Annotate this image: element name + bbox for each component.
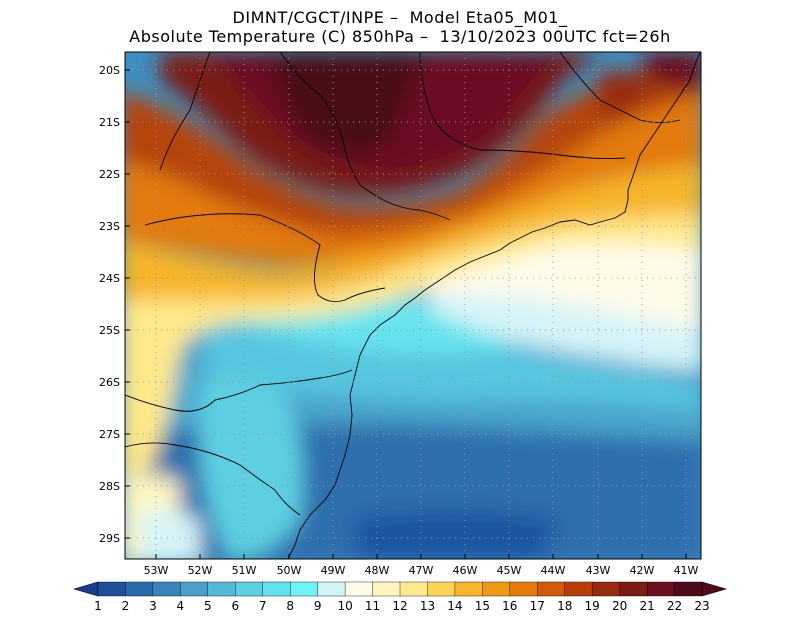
colorbar-swatch [509,581,538,597]
colorbar-swatch [482,581,511,597]
colorbar-label: 10 [337,599,352,613]
map-grid [125,52,701,559]
lat-label-20s: 20S [99,64,120,77]
colorbar-label: 1 [94,599,102,613]
lon-label-51w: 51W [232,564,257,577]
lon-label-41w: 41W [674,564,699,577]
colorbar-label: 20 [612,599,627,613]
map-frame [124,51,702,560]
colorbar-max-arrow [701,581,728,597]
lon-label-42w: 42W [630,564,655,577]
lon-label-48w: 48W [365,564,390,577]
colorbar-swatch [344,581,374,597]
lat-label-21s: 21S [99,116,120,129]
colorbar-swatch [180,581,209,597]
latitude-labels: 20S 21S 22S 23S 24S 25S 26S 27S 28S 29S [99,64,120,545]
lon-label-43w: 43W [586,564,611,577]
colorbar-swatch [97,581,126,597]
colorbar-swatch [454,581,483,597]
colorbar-label: 2 [122,599,130,613]
lon-label-50w: 50W [277,564,302,577]
colorbar-swatch [289,581,319,597]
lon-label-47w: 47W [409,564,434,577]
colorbar-label: 17 [530,599,545,613]
lon-label-44w: 44W [541,564,566,577]
colorbar-label: 11 [365,599,380,613]
lon-label-45w: 45W [497,564,522,577]
chart-title-line1: DIMNT/CGCT/INPE – Model Eta05_M01_ [232,8,568,27]
colorbar-swatch [262,581,291,597]
coastline-borders [125,52,701,559]
colorbar-swatch [591,581,621,597]
colorbar-label: 21 [639,599,654,613]
colorbar-label: 3 [149,599,157,613]
colorbar-swatch [427,581,456,597]
lon-label-53w: 53W [144,564,169,577]
colorbar-swatch [619,581,648,597]
lat-label-23s: 23S [99,220,120,233]
lat-label-29s: 29S [99,532,120,545]
colorbar-swatch [372,581,401,597]
colorbar-swatch [399,581,428,597]
chart-title-line2: Absolute Temperature (C) 850hPa – 13/10/… [129,27,671,46]
colorbar-label: 23 [694,599,709,613]
colorbar-swatch [317,581,346,597]
colorbar-swatch [674,581,703,597]
colorbar-swatch [235,581,264,597]
colorbar-label: 8 [286,599,294,613]
colorbar-swatch [646,581,676,597]
colorbar-swatch [537,581,566,597]
colorbar-label: 19 [585,599,600,613]
colorbar-label: 14 [447,599,462,613]
colorbar-swatch [564,581,593,597]
colorbar-label: 4 [177,599,185,613]
colorbar: 1 2 3 4 5 6 7 8 9 10 11 12 13 14 15 16 17 18 19 20 21 22 23 [72,581,728,613]
colorbar-label: 16 [502,599,517,613]
temperature-field [125,52,701,559]
colorbar-label: 6 [231,599,239,613]
colorbar-label: 5 [204,599,212,613]
colorbar-label: 13 [420,599,435,613]
colorbar-min-arrow [72,581,99,597]
lat-label-24s: 24S [99,272,120,285]
axis-ticks [125,69,687,559]
colorbar-label: 22 [667,599,682,613]
colorbar-swatch [152,581,181,597]
lat-label-25s: 25S [99,324,120,337]
lat-label-26s: 26S [99,376,120,389]
colorbar-label: 18 [557,599,572,613]
colorbar-label: 7 [259,599,267,613]
lon-label-46w: 46W [453,564,478,577]
colorbar-swatch [207,581,236,597]
lon-label-49w: 49W [321,564,346,577]
colorbar-label: 9 [314,599,322,613]
lat-label-27s: 27S [99,428,120,441]
lat-label-22s: 22S [99,168,120,181]
colorbar-label: 15 [475,599,490,613]
colorbar-label: 12 [392,599,407,613]
longitude-labels: 53W 52W 51W 50W 49W 48W 47W 46W 45W 44W … [144,564,699,577]
lat-label-28s: 28S [99,480,120,493]
lon-label-52w: 52W [188,564,213,577]
colorbar-swatch [125,581,154,597]
